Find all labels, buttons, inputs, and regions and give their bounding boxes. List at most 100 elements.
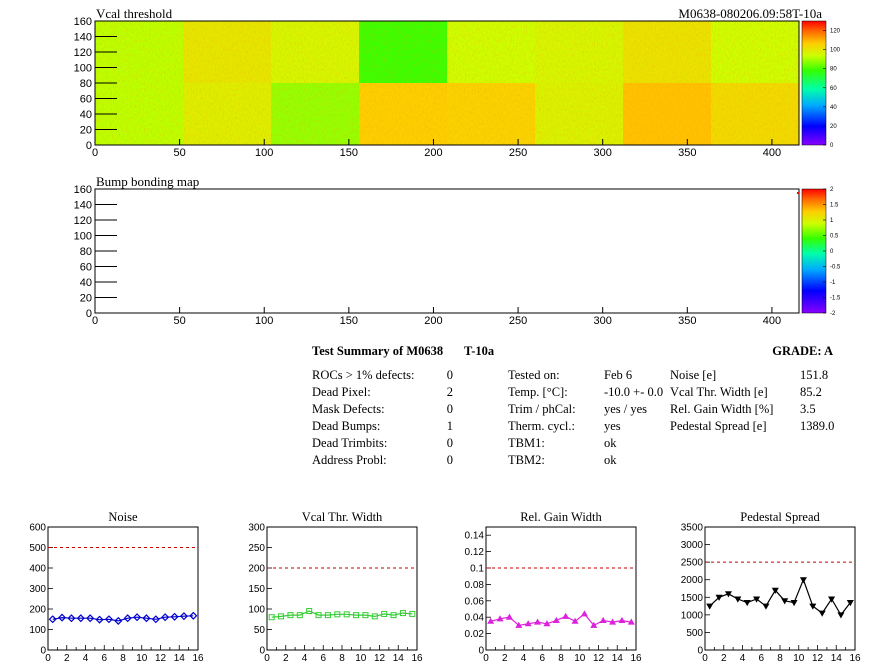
x-tick-label: 2 (502, 653, 508, 664)
data-point-marker (771, 587, 779, 594)
data-point-marker (67, 614, 76, 623)
vcal-threshold-y-tick-label: 20 (80, 125, 92, 137)
summary-defect-label: Mask Defects: (312, 402, 385, 416)
vcal-threshold-x-tick-label: 200 (424, 147, 442, 159)
vcal-threshold-palette-label: 80 (830, 67, 837, 73)
vcal-threshold-y-tick-label: 160 (74, 16, 92, 28)
summary-condition-label: TBM1: (508, 436, 545, 450)
data-point-marker (142, 614, 151, 623)
bump-bonding-x-tick-label: 300 (594, 315, 612, 327)
y-tick-label: 2500 (681, 558, 704, 569)
data-point-marker (58, 613, 67, 622)
x-tick-label: 4 (521, 653, 527, 664)
vcal-threshold-palette-label: 40 (830, 105, 837, 111)
summary-performance-value: 3.5 (800, 402, 816, 416)
bump-bonding-x-tick-label: 150 (340, 315, 358, 327)
summary-condition-label: Tested on: (508, 368, 560, 382)
summary-performance-value: 1389.0 (800, 419, 834, 433)
y-tick-label: 1000 (681, 610, 704, 621)
summary-performance-label: Pedestal Spread [e] (670, 419, 767, 433)
vcal-threshold-x-tick-label: 350 (678, 147, 696, 159)
data-point-marker (104, 615, 113, 624)
summary-condition-value: yes / yes (604, 402, 647, 416)
data-point-marker (809, 603, 817, 610)
vcal-threshold-y-tick-label: 120 (74, 47, 92, 59)
data-point-marker (846, 600, 854, 607)
data-point-marker (487, 617, 495, 624)
data-point-marker (287, 612, 294, 619)
x-tick-label: 12 (812, 653, 824, 664)
summary-condition-label: Temp. [°C]: (508, 385, 568, 399)
y-tick-label: 150 (248, 584, 265, 595)
data-point-marker (76, 614, 85, 623)
x-tick-label: 6 (101, 653, 107, 664)
x-tick-label: 8 (558, 653, 564, 664)
summary-condition-value: ok (604, 453, 617, 467)
data-point-marker (524, 620, 532, 627)
data-point-marker (609, 618, 617, 625)
roc-plot-2: Vcal Thr. Width 0 2 4 6 8 10 12 14 16 0 50 100 150 200… (248, 510, 423, 664)
data-point-marker (543, 620, 551, 627)
data-point-marker (590, 621, 598, 628)
x-tick-label: 2 (283, 653, 289, 664)
data-point-marker (179, 612, 188, 621)
vcal-threshold-x-tick-label: 100 (255, 147, 273, 159)
roc-plot-title: Vcal Thr. Width (302, 510, 383, 524)
data-point-marker (505, 613, 513, 620)
x-tick-label: 0 (702, 653, 708, 664)
summary-condition-label: Trim / phCal: (508, 402, 576, 416)
test-summary: Test Summary of M0638 T-10a GRADE: A ROC… (312, 344, 834, 467)
data-point-marker (371, 613, 378, 620)
summary-performance-label: Rel. Gain Width [%] (670, 402, 773, 416)
roc-plot-frame (704, 526, 856, 651)
vcal-threshold-y-tick-label: 40 (80, 109, 92, 121)
vcal-threshold-x-tick-label: 50 (173, 147, 185, 159)
summary-performance-value: 151.8 (800, 368, 828, 382)
data-point-marker (627, 618, 635, 625)
bump-bonding-x-tick-label: 200 (424, 315, 442, 327)
x-tick-label: 12 (155, 653, 167, 664)
y-tick-label: 0.04 (465, 613, 485, 624)
y-tick-label: 250 (248, 543, 265, 554)
summary-heading: Test Summary of M0638 (312, 344, 443, 358)
data-point-marker (496, 615, 504, 622)
vcal-threshold-palette (801, 20, 827, 146)
y-tick-label: 0.06 (465, 596, 485, 607)
x-tick-label: 8 (339, 653, 345, 664)
y-tick-label: 0 (40, 646, 46, 657)
data-point-marker (828, 596, 836, 603)
x-tick-label: 14 (612, 653, 624, 664)
vcal-threshold-map: 0 50 100 150 200 250 300 350 4000204060801001201… (74, 6, 841, 159)
roc-plot-1: Noise 0 2 4 6 8 10 12 14 16 0 100 200 300 400 500 600 (29, 510, 204, 664)
y-tick-label: 100 (29, 625, 46, 636)
data-point-marker (268, 614, 275, 621)
summary-defect-label: ROCs > 1% defects: (312, 368, 415, 382)
x-tick-label: 6 (758, 653, 764, 664)
data-point-marker (753, 596, 761, 603)
roc-plot-title: Pedestal Spread (740, 510, 820, 524)
summary-condition-value: Feb 6 (604, 368, 632, 382)
data-point-marker (48, 615, 57, 624)
y-tick-label: 100 (248, 605, 265, 616)
bump-dead-pixel-marker (797, 192, 799, 194)
y-tick-label: 600 (29, 523, 46, 534)
x-tick-label: 8 (120, 653, 126, 664)
data-point-marker (790, 600, 798, 607)
x-tick-label: 10 (355, 653, 367, 664)
bump-bonding-x-tick-label: 50 (173, 315, 185, 327)
data-point-marker (706, 603, 714, 610)
bump-bonding-palette-label: 1.5 (830, 203, 839, 209)
data-point-marker (114, 616, 123, 625)
data-point-marker (762, 603, 770, 610)
x-tick-label: 2 (721, 653, 727, 664)
data-point-marker (571, 617, 579, 624)
bump-bonding-y-tick-label: 60 (80, 262, 92, 274)
vcal-threshold-palette-label: 120 (830, 29, 841, 35)
bump-bonding-title: Bump bonding map (96, 174, 199, 189)
bump-bonding-x-tick-label: 350 (678, 315, 696, 327)
bump-bonding-y-tick-label: 140 (74, 200, 92, 212)
summary-condition-value: ok (604, 436, 617, 450)
roc-plot-3: Rel. Gain Width 0 2 4 6 8 10 12 14 16 0 0.02 0.04 0.0… (465, 510, 642, 664)
bump-bonding-y-tick-label: 80 (80, 246, 92, 258)
